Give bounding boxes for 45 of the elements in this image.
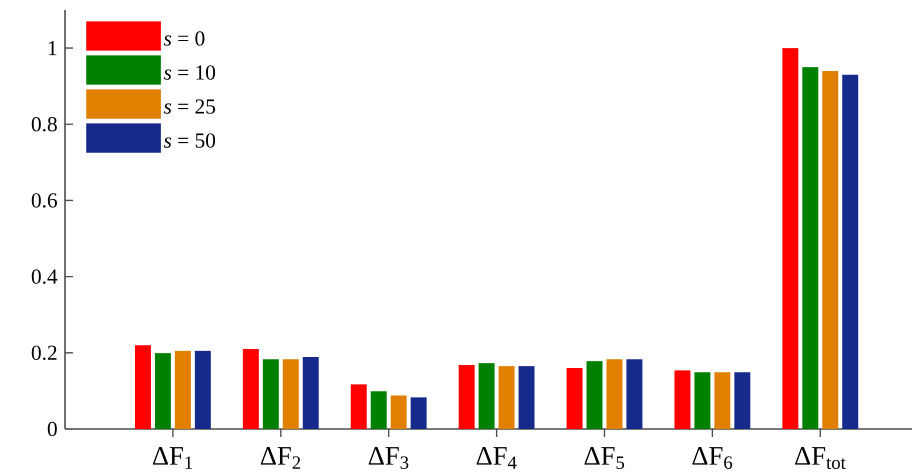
x-tick-label: ΔF$_{6}$: [692, 447, 732, 469]
bar: [194, 350, 211, 429]
x-tick-label: ΔF$_{2}$: [260, 447, 300, 469]
bar: [518, 366, 535, 429]
bar: [302, 357, 319, 429]
x-tick-label: ΔF$_{4}$: [476, 447, 517, 469]
bar: [134, 345, 151, 429]
x-tick-label: ΔF$_{tot}$: [795, 447, 846, 469]
y-tick-label: 1: [48, 41, 56, 56]
x-tick-label: ΔF$_{3}$: [368, 447, 408, 469]
bar: [842, 74, 858, 429]
bar: [370, 391, 387, 429]
bar: [606, 359, 622, 429]
bar: [498, 366, 515, 429]
y-tick-label: 0.6: [32, 193, 58, 208]
bar: [802, 67, 818, 429]
bar: [734, 372, 750, 429]
y-tick-label: 0: [48, 422, 57, 436]
y-tick-label: 0.2: [32, 346, 56, 360]
bar: [714, 372, 730, 429]
bar: [566, 368, 583, 429]
y-tick-label: 0.4: [32, 269, 58, 284]
bar: [694, 372, 710, 429]
legend-label: s = 10: [164, 65, 216, 80]
bar: [242, 349, 259, 429]
bar: [674, 370, 690, 429]
bar: [154, 353, 171, 429]
bar: [282, 359, 299, 429]
y-tick-label: 0.8: [32, 117, 57, 132]
legend-label: s = 25: [164, 99, 216, 114]
bar: [262, 359, 279, 429]
bar: [782, 48, 798, 429]
legend-label: s = 0: [164, 31, 204, 46]
x-tick-label: ΔF$_{5}$: [584, 447, 624, 469]
bar: [350, 384, 367, 429]
legend-label: s = 50: [164, 133, 216, 148]
bar: [390, 395, 407, 429]
bar: [586, 361, 602, 429]
bar: [410, 397, 427, 429]
bar: [478, 363, 495, 429]
x-tick-label: ΔF$_{1}$: [152, 447, 192, 469]
bar: [174, 350, 191, 429]
bar: [626, 359, 642, 429]
bar: [458, 364, 475, 429]
bar: [822, 70, 838, 429]
